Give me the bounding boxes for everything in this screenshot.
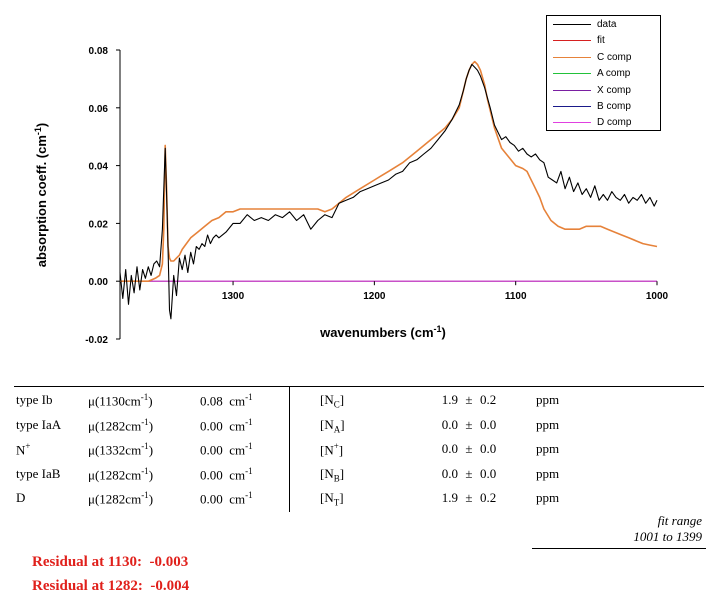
plus-minus: ± xyxy=(465,490,473,505)
legend-label: A comp xyxy=(597,68,631,80)
concentration-unit: ppm xyxy=(536,465,560,481)
concentration-unit: ppm xyxy=(536,490,560,505)
concentration-error: 0.2 xyxy=(480,392,497,407)
chart-series xyxy=(119,60,658,320)
concentration-value: 0.0 xyxy=(441,465,458,481)
chart-ticks: -0.02 0.00 0.02 0.04 0.06 0.08 1300 1200 1100 100… xyxy=(85,46,668,346)
x-tick-label: 1100 xyxy=(505,291,527,302)
series-line-c-comp xyxy=(120,60,658,283)
concentration-value: 0.0 xyxy=(441,416,458,432)
x-tick-label: 1300 xyxy=(222,291,245,302)
fit-range: fit range 1001 to 1399 xyxy=(532,513,702,545)
bracket-sup: + xyxy=(333,441,339,451)
legend-label: D comp xyxy=(597,117,632,129)
y-tick-label: 0.08 xyxy=(89,46,109,57)
legend-swatch xyxy=(553,106,591,107)
concentration-label: [NC] xyxy=(320,392,345,410)
absorption-value: 0.00 cm-1 xyxy=(200,490,253,507)
defect-type: type IaB xyxy=(16,465,61,481)
bracket-sub: C xyxy=(333,399,340,410)
residual-1130-value: -0.003 xyxy=(149,554,189,570)
defect-type: type IaA xyxy=(16,416,62,432)
plus-minus: ± xyxy=(465,392,473,407)
type-sup: + xyxy=(25,441,31,451)
absorption-value: 0.00 cm-1 xyxy=(200,416,253,433)
results-table: type Ib μ(1130cm-1) 0.08 cm-1 [NC] 1.9 ±0.2 pp… xyxy=(14,386,704,512)
mu-label: μ(1282cm-1) xyxy=(88,465,154,482)
legend-label: C comp xyxy=(597,51,632,63)
concentration-label: [NB] xyxy=(320,465,345,484)
absorption-chart: -0.02 0.00 0.02 0.04 0.06 0.08 1300 1200 1100 100… xyxy=(33,46,669,346)
legend-label: fit xyxy=(597,35,605,47)
legend-label: data xyxy=(597,19,617,30)
series-line-data xyxy=(119,63,658,320)
absorption-value: 0.00 cm-1 xyxy=(200,465,253,482)
mu-label: μ(1282cm-1) xyxy=(88,416,154,433)
y-tick-label: 0.04 xyxy=(89,162,109,173)
residual-1282-value: -0.004 xyxy=(150,578,190,594)
residual-1282: Residual at 1282: -0.004 xyxy=(32,578,189,595)
concentration-label: [NT] xyxy=(320,490,344,508)
defect-type: N+ xyxy=(16,441,31,458)
mu-label: μ(1130cm-1) xyxy=(88,392,153,409)
legend-label: B comp xyxy=(597,101,631,112)
fit-range-value: 1001 to 1399 xyxy=(633,529,702,544)
concentration-error: 0.2 xyxy=(480,490,497,505)
result-row: N+ μ(1332cm-1) 0.00 cm-1 [N+] 0.0 ±0.0 ppm xyxy=(14,437,704,459)
legend-swatch xyxy=(553,40,591,42)
chart-legend: data fit C comp A comp X comp B comp D comp xyxy=(546,15,661,131)
result-row: type Ib μ(1130cm-1) 0.08 cm-1 [NC] 1.9 ±0.2 pp… xyxy=(14,388,704,410)
y-tick-label: 0.06 xyxy=(89,104,109,115)
y-tick-label: 0.00 xyxy=(89,277,109,288)
mu-label: μ(1332cm-1) xyxy=(88,441,154,458)
concentration-unit: ppm xyxy=(536,441,560,456)
concentration-error: 0.0 xyxy=(480,465,497,481)
fit-range-label: fit range xyxy=(657,513,702,528)
y-axis-label: absorption coeff. (cm-1) xyxy=(33,123,49,268)
concentration-label: [N+] xyxy=(320,441,344,458)
concentration-value: 1.9 xyxy=(441,490,458,505)
residual-1130-label: Residual at 1130: xyxy=(32,554,143,570)
legend-swatch xyxy=(553,89,591,91)
defect-type: type Ib xyxy=(16,392,53,407)
x-tick-label: 1000 xyxy=(646,291,669,302)
concentration-unit: ppm xyxy=(536,416,560,432)
mu-label: μ(1282cm-1) xyxy=(88,490,154,507)
result-row: type IaA μ(1282cm-1) 0.00 cm-1 [NA] 0.0 ±0.0 p… xyxy=(14,413,704,435)
x-tick-label: 1200 xyxy=(363,291,386,302)
legend-swatch xyxy=(553,56,591,58)
plus-minus: ± xyxy=(465,465,473,481)
plus-minus: ± xyxy=(465,441,473,456)
absorption-value: 0.08 cm-1 xyxy=(200,392,253,409)
y-tick-label: -0.02 xyxy=(85,335,108,346)
concentration-value: 1.9 xyxy=(441,392,458,407)
plus-minus: ± xyxy=(465,416,473,432)
bracket-sub: T xyxy=(333,497,340,508)
concentration-unit: ppm xyxy=(536,392,560,407)
result-row: type IaB μ(1282cm-1) 0.00 cm-1 [NB] 0.0 ±0.0 p… xyxy=(14,462,704,484)
legend-swatch xyxy=(553,24,591,25)
concentration-error: 0.0 xyxy=(480,416,497,432)
y-tick-label: 0.02 xyxy=(89,219,109,230)
legend-swatch xyxy=(553,73,591,75)
bracket-sub: A xyxy=(333,424,341,435)
legend-swatch xyxy=(553,122,591,124)
concentration-label: [NA] xyxy=(320,416,345,435)
absorption-value: 0.00 cm-1 xyxy=(200,441,253,458)
residual-1282-label: Residual at 1282: xyxy=(32,578,143,594)
bracket-sub: B xyxy=(333,473,340,484)
residual-1130: Residual at 1130: -0.003 xyxy=(32,554,188,571)
x-axis-label: wavenumbers (cm-1) xyxy=(319,324,446,340)
concentration-value: 0.0 xyxy=(441,441,458,456)
legend-label: X comp xyxy=(597,84,631,96)
results-top-divider xyxy=(14,386,704,387)
results-column-divider xyxy=(289,386,290,512)
fit-range-underline xyxy=(532,548,706,549)
concentration-error: 0.0 xyxy=(480,441,497,456)
defect-type: D xyxy=(16,490,26,505)
